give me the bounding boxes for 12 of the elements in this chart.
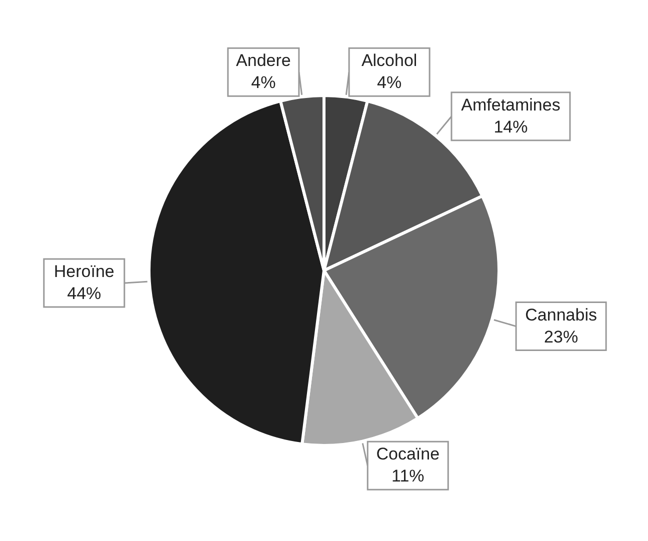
slice-label: Andere [236, 51, 291, 70]
data-label: 4% [377, 73, 402, 92]
slice-label: Heroïne [54, 262, 114, 282]
data-label: 4% [251, 73, 276, 92]
data-label: 14% [494, 117, 528, 136]
data-label: 23% [544, 327, 578, 346]
data-label: 44% [67, 284, 102, 304]
data-label: 11% [391, 466, 424, 486]
slice-label: Amfetamines [461, 95, 560, 114]
slice-label: Alcohol [361, 51, 418, 70]
slice-label: Cannabis [525, 305, 597, 324]
slice-label: Cocaïne [376, 444, 440, 464]
